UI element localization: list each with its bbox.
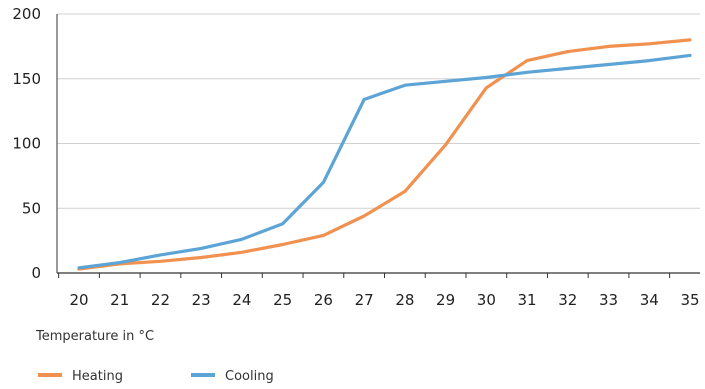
y-tick-label-50: 50: [22, 199, 41, 217]
series-lines: [77, 38, 692, 271]
x-tick-label-20: 20: [69, 291, 88, 309]
x-tick-label-22: 22: [151, 291, 170, 309]
x-tick-label-35: 35: [680, 291, 699, 309]
x-tick-label-25: 25: [273, 291, 292, 309]
x-tick-label-28: 28: [395, 291, 414, 309]
y-tick-label-150: 150: [12, 70, 41, 88]
y-tick-label-200: 200: [12, 5, 41, 23]
y-tick-labels: 0 50 100 150 200: [12, 5, 41, 282]
x-tick-label-30: 30: [477, 291, 496, 309]
legend: Heating Cooling: [38, 369, 274, 384]
x-tick-label-27: 27: [355, 291, 374, 309]
series-line-heating: [77, 38, 692, 271]
legend-label-cooling: Cooling: [225, 369, 274, 384]
x-tick-labels: 20 21 22 23 24 25 26 27 28 29 30 31 32 33 34 35: [69, 291, 699, 309]
y-tick-label-0: 0: [31, 264, 41, 282]
x-tick-label-32: 32: [558, 291, 577, 309]
x-tick-label-33: 33: [599, 291, 618, 309]
y-tick-label-100: 100: [12, 135, 41, 153]
series-line-cooling: [77, 53, 692, 270]
x-tick-label-31: 31: [518, 291, 537, 309]
axes: [56, 14, 700, 278]
legend-label-heating: Heating: [72, 369, 123, 384]
x-tick-label-21: 21: [110, 291, 129, 309]
x-tick-label-26: 26: [314, 291, 333, 309]
x-tick-label-34: 34: [640, 291, 659, 309]
x-tick-label-29: 29: [436, 291, 455, 309]
x-tick-label-24: 24: [232, 291, 251, 309]
x-tick-label-23: 23: [192, 291, 211, 309]
x-axis-title: Temperature in °C: [35, 329, 154, 344]
gridlines: [57, 13, 700, 209]
